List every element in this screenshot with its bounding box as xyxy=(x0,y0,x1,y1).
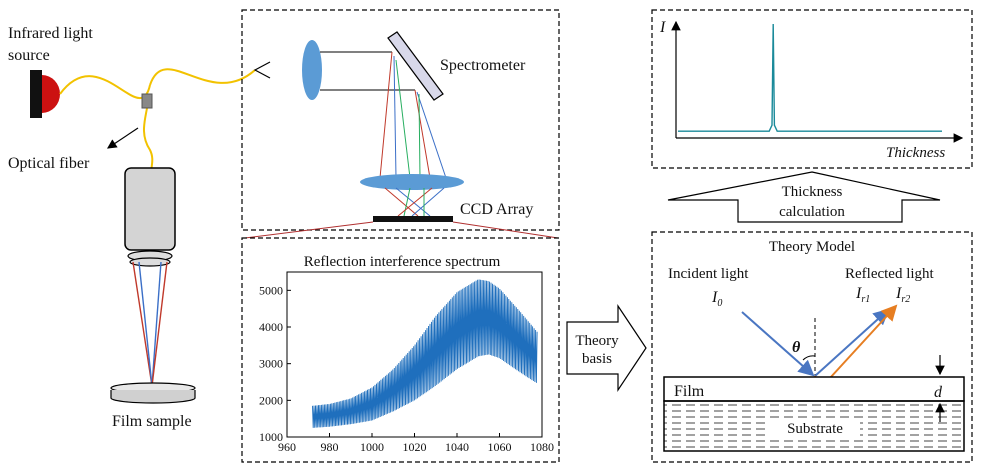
ir1-label: Ir1 xyxy=(855,285,870,305)
fiber-line-b xyxy=(149,68,256,86)
i0-label: I0 xyxy=(711,289,722,309)
disp-blue-1 xyxy=(393,55,397,179)
y-tick-label: 2000 xyxy=(259,393,283,407)
optical-fiber-group: Optical fiber xyxy=(8,61,271,173)
beam-blue-right xyxy=(151,261,162,387)
spectrum-series xyxy=(312,279,538,428)
thickness-xlabel: Thickness xyxy=(886,145,945,161)
microscope-objective xyxy=(124,167,176,387)
spectrum-frame xyxy=(241,237,560,463)
source-label-line2: source xyxy=(8,47,50,64)
thickness-calc-arrow: Thickness calculation xyxy=(667,171,941,223)
x-tick-label: 1040 xyxy=(445,440,469,454)
sample-disk xyxy=(110,390,196,404)
x-tick-label: 1000 xyxy=(360,440,384,454)
x-tick-label: 1020 xyxy=(403,440,427,454)
fiber-end-icon xyxy=(253,61,271,79)
thickness-calc-shape xyxy=(667,171,941,223)
reflected-ray-1 xyxy=(814,308,890,377)
thickness-ylabel: I xyxy=(659,19,666,36)
theta-label: θ xyxy=(792,339,801,356)
theory-model-panel: Theory Model Incident light Reflected li… xyxy=(651,231,973,463)
focus-red-1 xyxy=(384,187,419,217)
grating xyxy=(387,31,444,101)
disp-green-1 xyxy=(395,59,411,179)
x-tick-label: 1080 xyxy=(530,440,554,454)
spectrum-x-ticks: 960 980 1000 1020 1040 1060 1080 xyxy=(278,433,554,454)
disp-red-2 xyxy=(414,89,431,179)
thickness-calc-line2: calculation xyxy=(779,204,845,220)
y-tick-label: 4000 xyxy=(259,320,283,334)
focusing-lens xyxy=(360,174,464,190)
reflected-light-label: Reflected light xyxy=(845,266,935,282)
focus-green-1 xyxy=(403,187,411,217)
optical-fiber-label: Optical fiber xyxy=(8,155,90,172)
film-label: Film xyxy=(674,383,705,400)
d-label: d xyxy=(934,384,943,401)
thickness-calc-line1: Thickness xyxy=(782,184,843,200)
theory-model-frame xyxy=(651,231,973,463)
objective-housing xyxy=(124,167,176,251)
thickness-peak-line xyxy=(678,23,942,132)
disp-blue-2 xyxy=(416,91,447,179)
light-source-bulb xyxy=(42,75,60,113)
beam-red-right xyxy=(151,261,168,387)
fiber-pointer-arrow xyxy=(107,127,139,149)
spectrometer-frame xyxy=(241,9,560,231)
light-source-group: Infrared light source xyxy=(8,25,93,118)
theory-basis-line1: Theory xyxy=(575,333,619,349)
zoom-line-right xyxy=(452,221,559,239)
theory-model-title: Theory Model xyxy=(769,239,855,255)
collimator-lens xyxy=(302,40,322,100)
beam-red-left xyxy=(132,261,153,387)
theta-arc xyxy=(802,355,816,361)
spectrum-panel: Reflection interference spectrum 960 980 1… xyxy=(241,237,560,463)
spectrum-plot xyxy=(312,279,538,428)
incident-light-label: Incident light xyxy=(668,266,749,282)
thickness-panel: I Thickness xyxy=(651,9,973,169)
y-tick-label: 3000 xyxy=(259,357,283,371)
thickness-frame xyxy=(651,9,973,169)
disp-red-1 xyxy=(379,51,393,179)
theory-basis-line2: basis xyxy=(582,351,612,367)
substrate-label-bg xyxy=(770,419,860,437)
light-source-body xyxy=(30,70,42,118)
theory-basis-shape xyxy=(566,304,647,392)
spectrum-title: Reflection interference spectrum xyxy=(304,254,501,270)
substrate-label: Substrate xyxy=(787,421,843,437)
film-layer xyxy=(663,376,965,402)
theory-basis-arrow: Theory basis xyxy=(566,304,647,392)
reflected-ray-2 xyxy=(829,304,898,379)
objective-lens-2 xyxy=(129,257,171,267)
spectrometer-label: Spectrometer xyxy=(440,57,526,74)
beam-blue-left xyxy=(138,261,153,387)
fiber-line-c xyxy=(143,107,154,173)
disp-green-2 xyxy=(418,93,421,179)
ccd-array-label: CCD Array xyxy=(460,201,533,218)
film-sample-group: Film sample xyxy=(110,382,196,430)
x-tick-label: 1060 xyxy=(488,440,512,454)
y-tick-label: 5000 xyxy=(259,283,283,297)
fiber-coupler xyxy=(141,93,153,109)
focus-red-2 xyxy=(397,187,433,217)
source-label-line1: Infrared light xyxy=(8,25,93,42)
incident-ray xyxy=(741,311,815,377)
ir2-label: Ir2 xyxy=(895,285,910,305)
ccd-array xyxy=(373,216,453,222)
focus-blue-2 xyxy=(411,187,445,217)
spectrometer-panel: Spectrometer CCD Array xyxy=(241,9,560,239)
x-tick-label: 980 xyxy=(321,440,339,454)
film-sample-label: Film sample xyxy=(112,413,192,430)
fiber-line-a xyxy=(59,75,151,100)
spectrum-y-ticks: 1000 2000 3000 4000 5000 xyxy=(259,283,291,444)
y-tick-label: 1000 xyxy=(259,430,283,444)
x-tick-label: 960 xyxy=(278,440,296,454)
zoom-line-left xyxy=(244,221,374,239)
